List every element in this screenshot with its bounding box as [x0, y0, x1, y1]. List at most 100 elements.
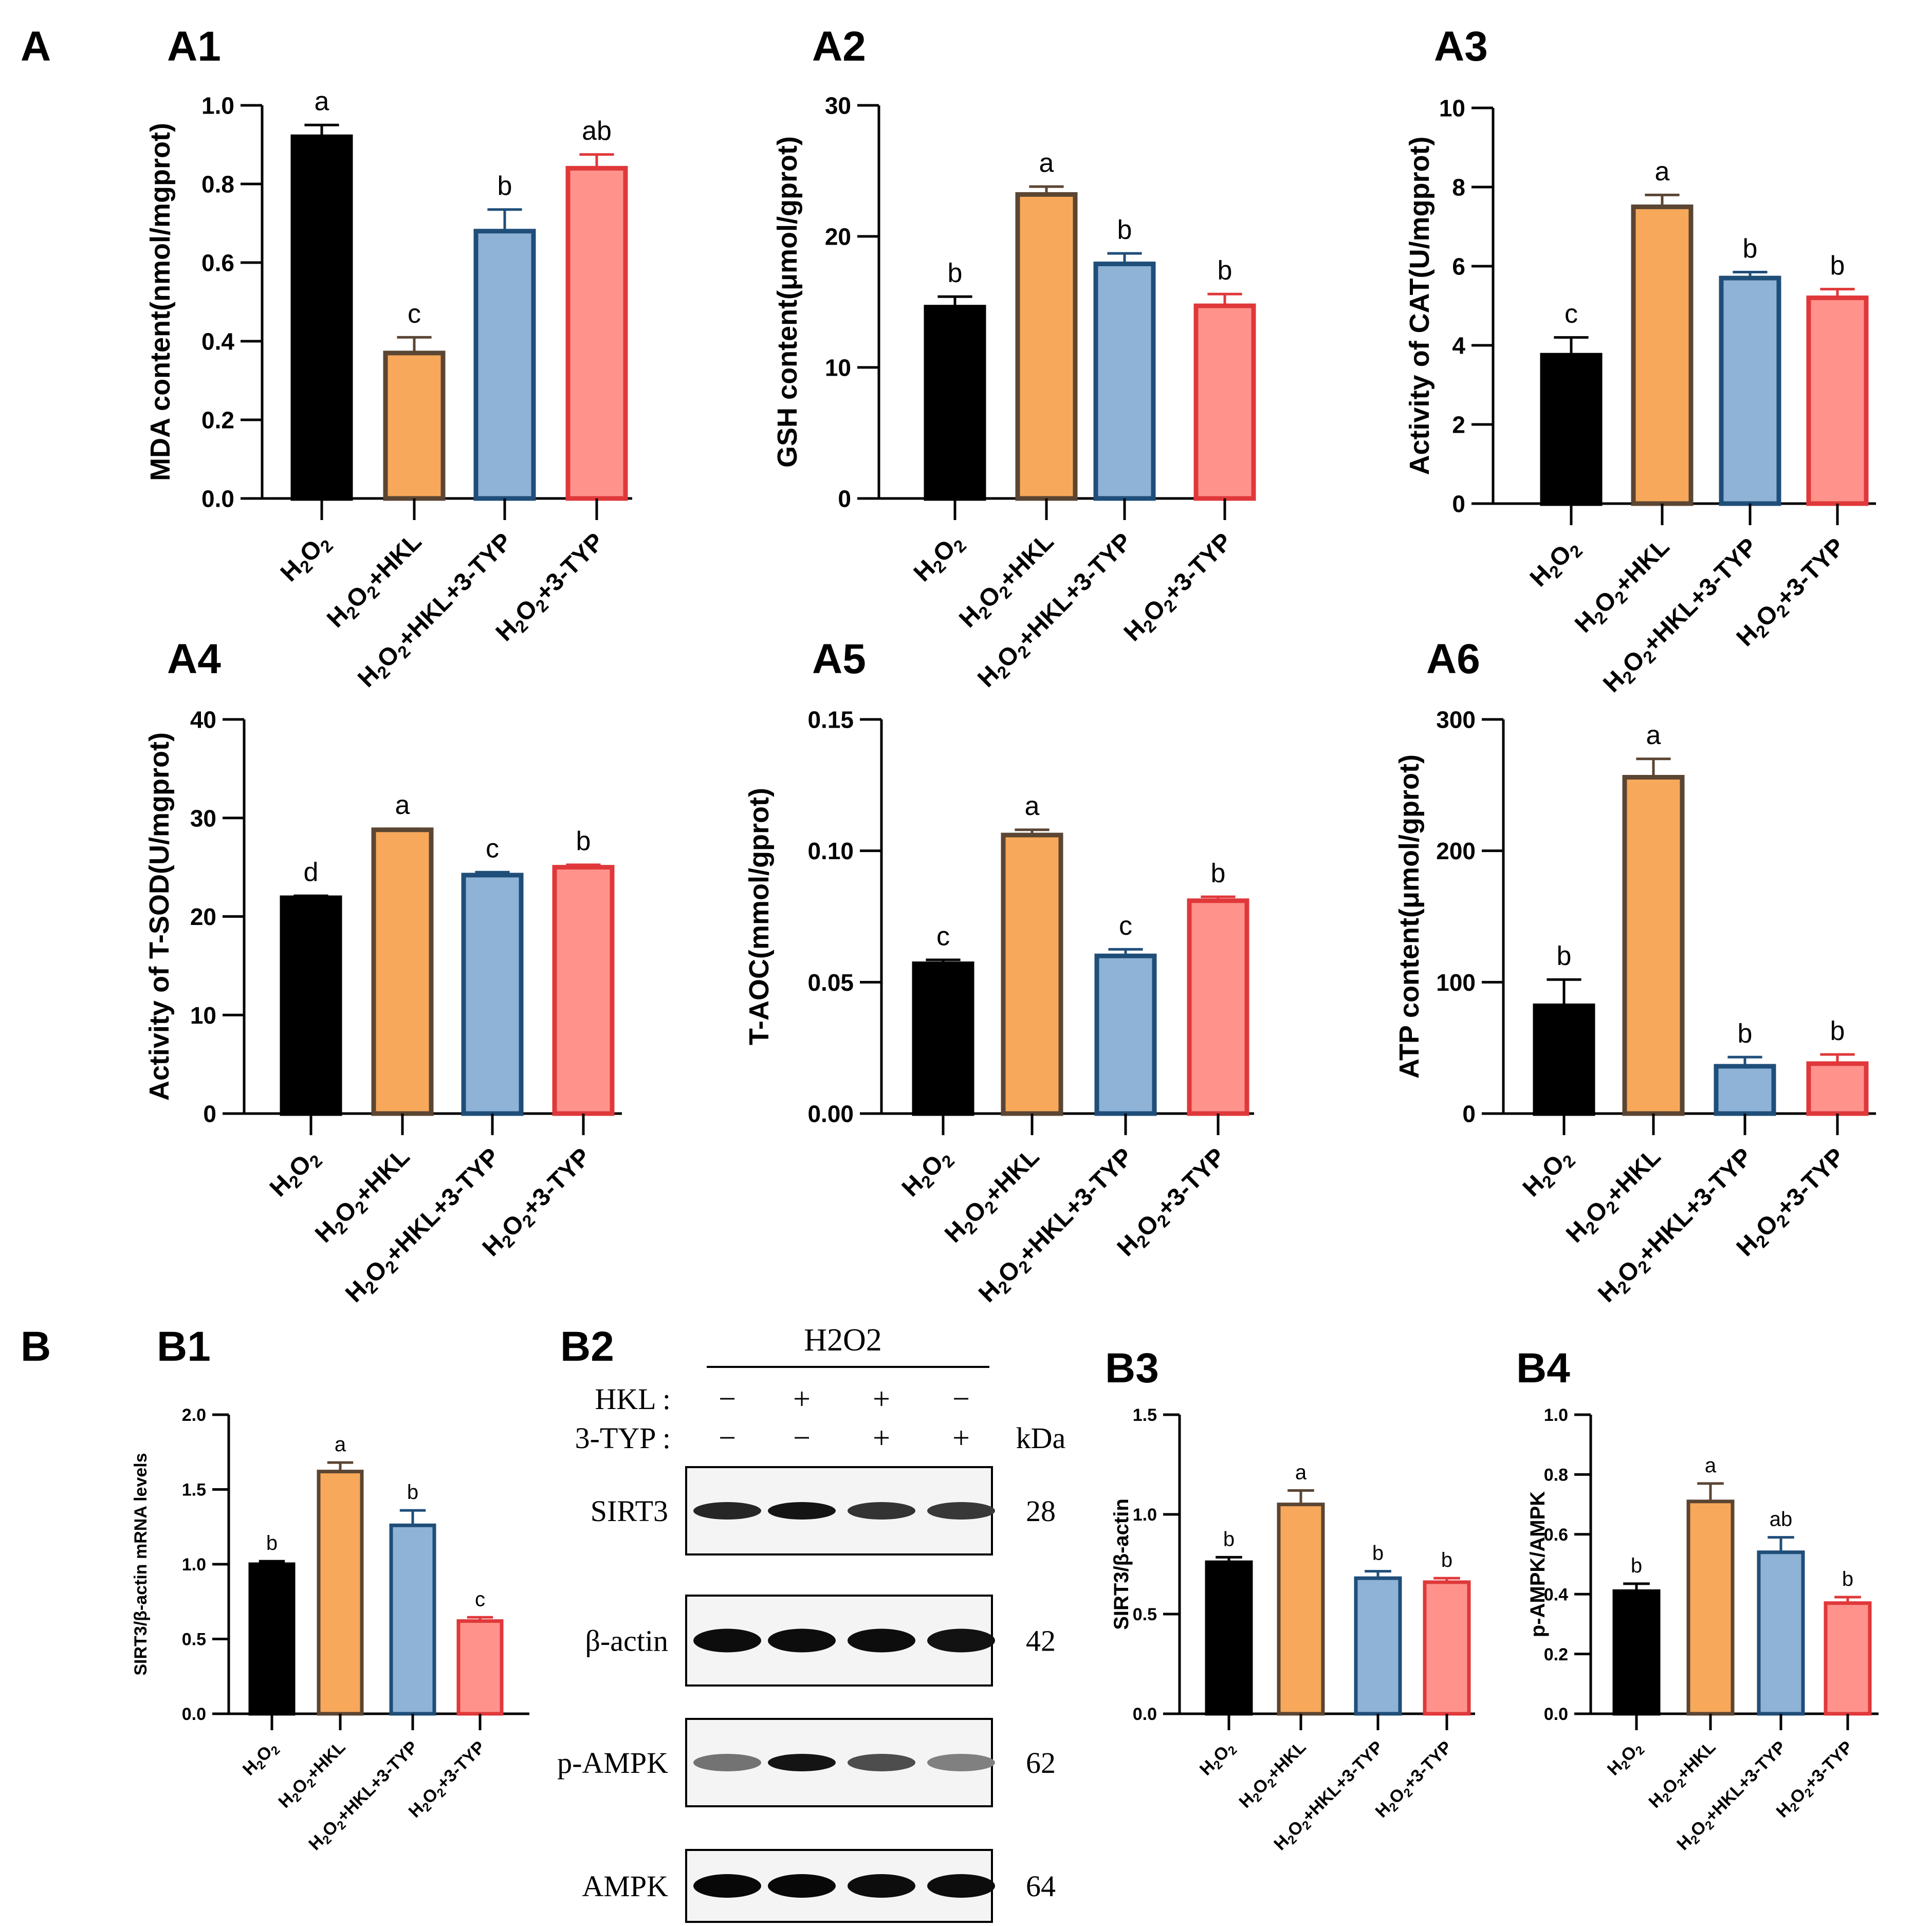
- b3-significance-label-0: b: [1223, 1528, 1235, 1550]
- b3-significance-label-1: a: [1295, 1461, 1307, 1484]
- a1-bar-1: [383, 350, 446, 501]
- blot-protein-name-1: β-actin: [585, 1624, 668, 1658]
- a2-category-label-0: H2O2: [909, 528, 970, 589]
- blot-protein-name-0: SIRT3: [591, 1494, 668, 1528]
- a6-category-label-0: H2O2: [1518, 1143, 1579, 1205]
- a4-bar-3: [552, 865, 615, 1116]
- a5-category-label-0: H2O2: [897, 1143, 959, 1205]
- blot-band-1-3: [927, 1628, 995, 1653]
- a2-significance-label-0: b: [948, 258, 963, 288]
- b3-bar-1: [1277, 1503, 1325, 1716]
- a5-y-axis-title: T-AOC(mmol/gprot): [744, 788, 775, 1045]
- a6-y-tick-label: 200: [1436, 838, 1476, 864]
- a5-y-tick-label: 0.00: [807, 1101, 854, 1127]
- blot-sign-0-3: −: [952, 1382, 970, 1416]
- a4-significance-label-2: c: [486, 834, 499, 864]
- b4-bar-0: [1612, 1589, 1661, 1716]
- a4-significance-label-3: b: [576, 826, 591, 856]
- a6-significance-label-3: b: [1830, 1016, 1845, 1046]
- b4-y-tick-label: 0.0: [1544, 1705, 1568, 1724]
- b4-y-tick-label: 0.6: [1544, 1525, 1568, 1545]
- western-blot-panel: H2O2 HKL : − + + − 3-TYP : − − + + kDa SIRT3 28 β-act…: [557, 1323, 1065, 1923]
- blot-band-2-0: [693, 1754, 761, 1771]
- blot-band-3-3: [927, 1874, 995, 1898]
- a6-y-axis-title: ATP content(μmol/gprot): [1394, 754, 1425, 1079]
- blot-sign-0-0: −: [719, 1382, 736, 1416]
- a3-y-tick-label: 8: [1452, 174, 1465, 201]
- blot-band-2-2: [848, 1754, 915, 1771]
- subpanel-label-a6: A6: [1426, 636, 1480, 682]
- subpanel-label-a3: A3: [1434, 23, 1488, 70]
- a4-category-label-0: H2O2: [265, 1143, 326, 1205]
- a3-bar-0: [1540, 353, 1603, 506]
- a6-y-tick-label: 0: [1462, 1101, 1476, 1127]
- b3-significance-label-2: b: [1372, 1542, 1384, 1565]
- chart-b1-sirt3-mrna: 0.0 0.5 1.0 1.5 2.0 SIRT3/β-actin mRNA levels…: [131, 1405, 529, 1854]
- a4-y-tick-label: 0: [203, 1101, 216, 1127]
- blot-sign-1-0: −: [719, 1421, 736, 1455]
- a5-significance-label-3: b: [1211, 859, 1226, 888]
- a5-significance-label-2: c: [1119, 911, 1132, 941]
- a4-y-tick-label: 10: [190, 1002, 216, 1029]
- b3-y-axis-title: SIRT3/β-actin: [1110, 1498, 1133, 1630]
- b1-significance-label-1: a: [335, 1433, 346, 1456]
- b3-y-tick-label: 0.0: [1133, 1705, 1157, 1724]
- a1-category-label-0: H2O2: [275, 528, 337, 589]
- blot-band-1-2: [848, 1628, 915, 1653]
- blot-protein-name-2: p-AMPK: [557, 1746, 668, 1780]
- b1-bar-2: [389, 1523, 436, 1716]
- b4-y-tick-label: 0.2: [1544, 1645, 1568, 1664]
- a3-y-tick-label: 6: [1452, 253, 1465, 280]
- blot-band-2-1: [768, 1754, 836, 1771]
- subpanel-label-a1: A1: [167, 23, 221, 70]
- b1-y-tick-label: 1.0: [182, 1555, 206, 1575]
- chart-b3-sirt3-actin: 0.0 0.5 1.0 1.5 SIRT3/β-actin b H2O2 a H2O2+HKL b…: [1110, 1405, 1475, 1854]
- a1-y-tick-label: 0.6: [201, 250, 234, 276]
- a2-category-label-2: H2O2+HKL+3-TYP: [972, 528, 1140, 695]
- subpanel-label-b1: B1: [157, 1323, 211, 1370]
- b1-y-tick-label: 0.5: [182, 1630, 206, 1650]
- b1-category-label-0: H2O2: [239, 1737, 283, 1782]
- a5-bar-2: [1094, 953, 1157, 1116]
- b1-y-tick-label: 2.0: [182, 1405, 206, 1425]
- chart-a6-atp: 0 100 200 300 ATP content(μmol/gprot) b H2O2 a H…: [1394, 707, 1876, 1308]
- a3-bar-3: [1806, 295, 1869, 506]
- b4-bar-2: [1757, 1550, 1805, 1716]
- a4-significance-label-1: a: [395, 790, 410, 820]
- b1-bar-0: [248, 1562, 296, 1716]
- a5-category-label-2: H2O2+HKL+3-TYP: [973, 1143, 1141, 1310]
- b3-bar-3: [1423, 1580, 1471, 1716]
- b4-significance-label-2: ab: [1770, 1508, 1793, 1531]
- a6-significance-label-1: a: [1646, 720, 1661, 750]
- chart-a5-taoc: 0.00 0.05 0.10 0.15 T-AOC(mmol/gprot) c H2O2 a H…: [744, 707, 1254, 1310]
- b1-significance-label-2: b: [407, 1481, 418, 1504]
- a2-y-tick-label: 0: [838, 486, 851, 512]
- chart-a1-mda: 0.0 0.2 0.4 0.6 0.8 1.0 MDA content(nmol/mgpro…: [145, 87, 632, 693]
- blot-sign-0-2: +: [873, 1382, 890, 1416]
- a2-bar-1: [1015, 192, 1078, 501]
- a3-significance-label-3: b: [1830, 251, 1845, 281]
- b3-y-tick-label: 1.0: [1133, 1505, 1157, 1525]
- panel-label-a: A: [21, 23, 51, 70]
- a2-significance-label-3: b: [1218, 256, 1232, 286]
- blot-protein-kda-2: 62: [1026, 1746, 1056, 1780]
- a3-y-axis-title: Activity of CAT(U/mgprot): [1404, 137, 1435, 475]
- a3-significance-label-0: c: [1565, 299, 1578, 329]
- a2-y-tick-label: 20: [825, 224, 851, 250]
- a3-y-tick-label: 4: [1452, 332, 1465, 359]
- b4-significance-label-1: a: [1705, 1454, 1717, 1477]
- a5-bar-0: [912, 961, 974, 1116]
- a6-bar-1: [1622, 774, 1685, 1116]
- b4-significance-label-3: b: [1842, 1568, 1853, 1590]
- a6-y-tick-label: 100: [1436, 969, 1476, 996]
- b1-bar-3: [456, 1619, 504, 1716]
- blot-protein-kda-3: 64: [1026, 1869, 1056, 1903]
- blot-treatment-label: H2O2: [804, 1323, 882, 1358]
- a3-y-tick-label: 0: [1452, 491, 1465, 517]
- a3-category-label-0: H2O2: [1525, 533, 1587, 595]
- blot-treatment-text: H2O2: [804, 1323, 882, 1358]
- a3-category-label-2: H2O2+HKL+3-TYP: [1598, 533, 1765, 700]
- a3-y-tick-label: 10: [1439, 95, 1465, 122]
